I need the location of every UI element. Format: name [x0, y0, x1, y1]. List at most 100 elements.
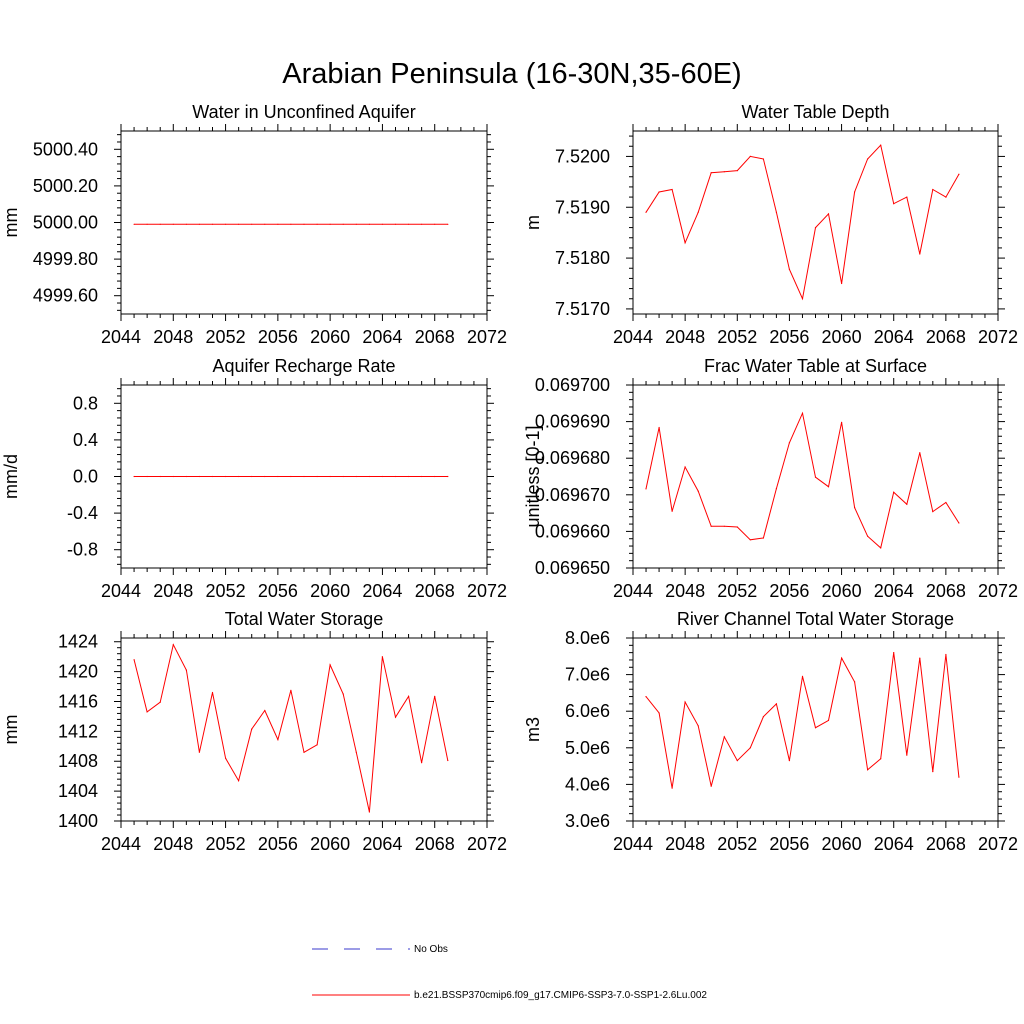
data-point: [958, 522, 960, 524]
panel-title: Total Water Storage: [225, 609, 383, 629]
panel-frac-water-table: Frac Water Table at Surface unitless [0-1…: [523, 356, 1018, 601]
x-tick-label: 2072: [978, 327, 1018, 347]
x-tick-label: 2056: [258, 581, 298, 601]
data-point: [906, 503, 908, 505]
data-point: [801, 412, 804, 414]
data-point: [421, 762, 423, 764]
x-tick-label: 2052: [206, 327, 246, 347]
y-tick-label: 3.0e6: [565, 811, 610, 831]
data-point: [146, 223, 148, 225]
y-tick-label: 1412: [58, 721, 98, 741]
y-tick-label: 6.0e6: [565, 701, 610, 721]
data-point: [172, 644, 174, 646]
data-point: [697, 211, 699, 213]
data-point: [355, 223, 357, 225]
data-point: [434, 475, 436, 478]
x-tick-label: 2056: [258, 834, 298, 854]
data-point: [394, 223, 397, 225]
data-point: [264, 709, 266, 712]
data-point: [211, 475, 214, 478]
x-tick-label: 2048: [665, 327, 705, 347]
data-point: [355, 475, 357, 478]
data-point: [198, 223, 200, 225]
data-point: [945, 501, 947, 504]
x-tick-label: 2048: [665, 581, 705, 601]
data-point: [762, 716, 765, 718]
data-point: [736, 760, 738, 762]
data-point: [172, 223, 174, 225]
data-point: [775, 488, 778, 490]
x-tick-label: 2056: [769, 327, 809, 347]
data-point: [880, 144, 882, 146]
data-point: [749, 155, 751, 157]
x-tick-label: 2060: [310, 581, 350, 601]
data-point: [788, 268, 791, 270]
x-tick-label: 2072: [978, 834, 1018, 854]
data-point: [658, 712, 660, 714]
data-point: [671, 510, 673, 512]
y-tick-label: 0.069650: [535, 558, 610, 578]
legend-label-model-run: b.e21.BSSP370cmip6.f09_g17.CMIP6-SSP3-7.…: [414, 990, 707, 1001]
data-point: [932, 511, 934, 513]
panel-river-channel-storage: River Channel Total Water Storage m3 2044 2…: [523, 609, 1018, 854]
data-point: [381, 475, 383, 478]
data-point: [225, 757, 227, 759]
y-tick-label: 1424: [58, 632, 98, 652]
data-point: [290, 689, 292, 691]
panel-total-water-storage: Total Water Storage mm 2044 2048 2052 2056 206…: [1, 609, 507, 854]
data-point: [749, 539, 751, 541]
x-tick-label: 2072: [467, 581, 507, 601]
x-tick-label: 2044: [613, 327, 653, 347]
data-point: [801, 675, 804, 678]
data-point: [133, 475, 135, 478]
x-tick-label: 2064: [874, 327, 914, 347]
data-point: [893, 652, 895, 654]
data-point: [146, 475, 148, 478]
x-tick-label: 2068: [415, 327, 455, 347]
y-axis-label: mm: [1, 208, 21, 238]
data-point: [159, 701, 161, 703]
y-axis-label: unitless [0-1]: [523, 425, 543, 527]
plot-frame: [120, 637, 488, 822]
data-point: [867, 769, 869, 771]
data-point: [381, 223, 383, 225]
data-point: [867, 535, 869, 537]
data-point: [159, 223, 161, 225]
y-tick-label: 1408: [58, 751, 98, 771]
data-point: [447, 759, 449, 762]
x-tick-label: 2064: [362, 834, 402, 854]
y-axis-label: m: [523, 215, 543, 230]
x-tick-label: 2056: [258, 327, 298, 347]
data-point: [329, 475, 331, 478]
data-point: [945, 653, 947, 656]
data-point: [645, 488, 647, 490]
x-tick-label: 2072: [978, 581, 1018, 601]
data-point: [841, 657, 843, 659]
data-point: [342, 475, 344, 478]
data-point: [788, 442, 791, 444]
x-tick-label: 2068: [926, 834, 966, 854]
data-point: [801, 298, 804, 300]
data-point: [238, 223, 240, 225]
data-point: [394, 716, 397, 718]
data-point: [408, 695, 410, 697]
data-point: [277, 223, 279, 225]
x-tick-label: 2052: [206, 834, 246, 854]
y-axis-label: mm/d: [1, 454, 21, 499]
data-point: [710, 172, 712, 174]
y-tick-label: 1404: [58, 781, 98, 801]
data-point: [827, 213, 830, 215]
data-point: [958, 173, 960, 175]
data-point: [146, 711, 148, 713]
data-point: [133, 659, 135, 661]
data-point: [185, 223, 187, 225]
y-tick-label: 5000.20: [33, 176, 98, 196]
data-point: [854, 191, 856, 193]
x-tick-label: 2072: [467, 834, 507, 854]
data-point: [421, 475, 423, 478]
data-point: [290, 475, 292, 478]
data-point: [238, 780, 240, 782]
y-tick-label: 0.069690: [535, 412, 610, 432]
data-point: [408, 223, 410, 225]
